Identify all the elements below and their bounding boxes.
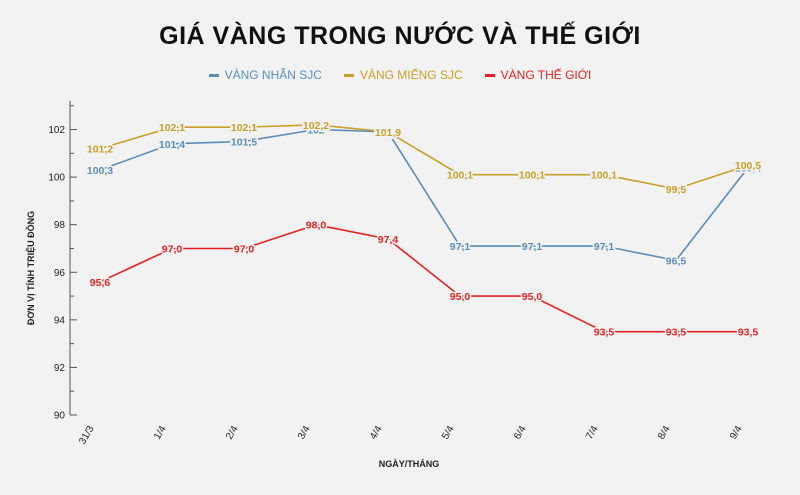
x-tick-label: 9/4 xyxy=(728,424,745,442)
series-line-2 xyxy=(99,223,748,333)
data-label: 96,5 xyxy=(666,255,687,267)
data-label: 102 xyxy=(307,125,325,137)
legend-label: VÀNG MIẾNG SJC xyxy=(359,68,463,82)
data-label: 100,3 xyxy=(87,165,113,177)
legend-swatch xyxy=(208,73,219,77)
y-tick-label: 98 xyxy=(54,220,66,231)
data-label: 93,5 xyxy=(594,327,615,339)
data-label: 99,5 xyxy=(666,184,687,196)
data-label: 95,0 xyxy=(450,291,471,303)
data-label: 97,1 xyxy=(522,241,543,253)
x-tick-label: 7/4 xyxy=(584,424,601,442)
legend-item-the-gioi: VÀNG THẾ GIỚI xyxy=(484,68,592,82)
y-tick-label: 96 xyxy=(54,268,66,279)
x-tick-label: 6/4 xyxy=(512,424,529,442)
data-label: 100,1 xyxy=(519,170,545,182)
legend: VÀNG NHẪN SJC VÀNG MIẾNG SJC VÀNG THẾ GI… xyxy=(0,68,800,82)
x-tick-label: 1/4 xyxy=(152,424,169,442)
legend-label: VÀNG THẾ GIỚI xyxy=(500,68,592,82)
legend-item-mieng-sjc: VÀNG MIẾNG SJC xyxy=(343,68,463,82)
legend-swatch xyxy=(343,73,354,77)
y-tick-label: 90 xyxy=(54,411,66,422)
data-label: 97,0 xyxy=(162,243,183,255)
legend-swatch xyxy=(484,73,495,77)
data-label: 93,5 xyxy=(666,327,687,339)
x-tick-label: 2/4 xyxy=(224,424,241,442)
data-label: 100,4 xyxy=(735,163,761,175)
y-tick-label: 94 xyxy=(54,315,66,326)
x-tick-label: 8/4 xyxy=(656,424,673,442)
y-tick-label: 92 xyxy=(54,363,66,374)
legend-label: VÀNG NHẪN SJC xyxy=(224,68,322,82)
y-tick-label: 100 xyxy=(48,173,65,184)
data-label: 97,0 xyxy=(234,243,255,255)
data-label: 101,4 xyxy=(159,139,185,151)
data-label: 101,9 xyxy=(375,127,401,139)
data-label: 101,2 xyxy=(87,144,113,156)
data-label: 95,0 xyxy=(522,291,543,303)
data-label: 97,1 xyxy=(594,241,615,253)
series-line-1 xyxy=(99,124,749,190)
data-label: 102,1 xyxy=(159,122,185,134)
data-label: 93,5 xyxy=(738,327,759,339)
data-label: 97,4 xyxy=(378,234,399,246)
x-tick-label: 4/4 xyxy=(368,424,385,442)
data-label: 97,1 xyxy=(450,241,471,253)
x-axis-title: NGÀY/THÁNG xyxy=(379,459,440,469)
data-label: 102,2 xyxy=(303,120,329,132)
data-label: 101,5 xyxy=(231,136,257,148)
chart-title: GIÁ VÀNG TRONG NƯỚC VÀ THẾ GIỚI xyxy=(159,22,641,50)
x-tick-label: 5/4 xyxy=(440,424,457,442)
series-line-0 xyxy=(99,128,749,262)
data-label: 101,9 xyxy=(375,127,401,139)
legend-item-nhan-sjc: VÀNG NHẪN SJC xyxy=(208,68,322,82)
data-label: 100,5 xyxy=(735,160,761,172)
y-tick-label: 102 xyxy=(48,125,65,136)
x-tick-label: 31/3 xyxy=(77,424,96,447)
x-tick-label: 3/4 xyxy=(296,424,313,442)
data-label: 100,1 xyxy=(591,170,617,182)
data-label: 102,1 xyxy=(231,122,257,134)
data-label: 95,6 xyxy=(90,277,111,289)
data-label: 100,1 xyxy=(447,170,473,182)
y-axis-title: ĐƠN VỊ TÍNH TRIỆU ĐỒNG xyxy=(25,211,36,325)
data-label: 98,0 xyxy=(306,220,327,232)
